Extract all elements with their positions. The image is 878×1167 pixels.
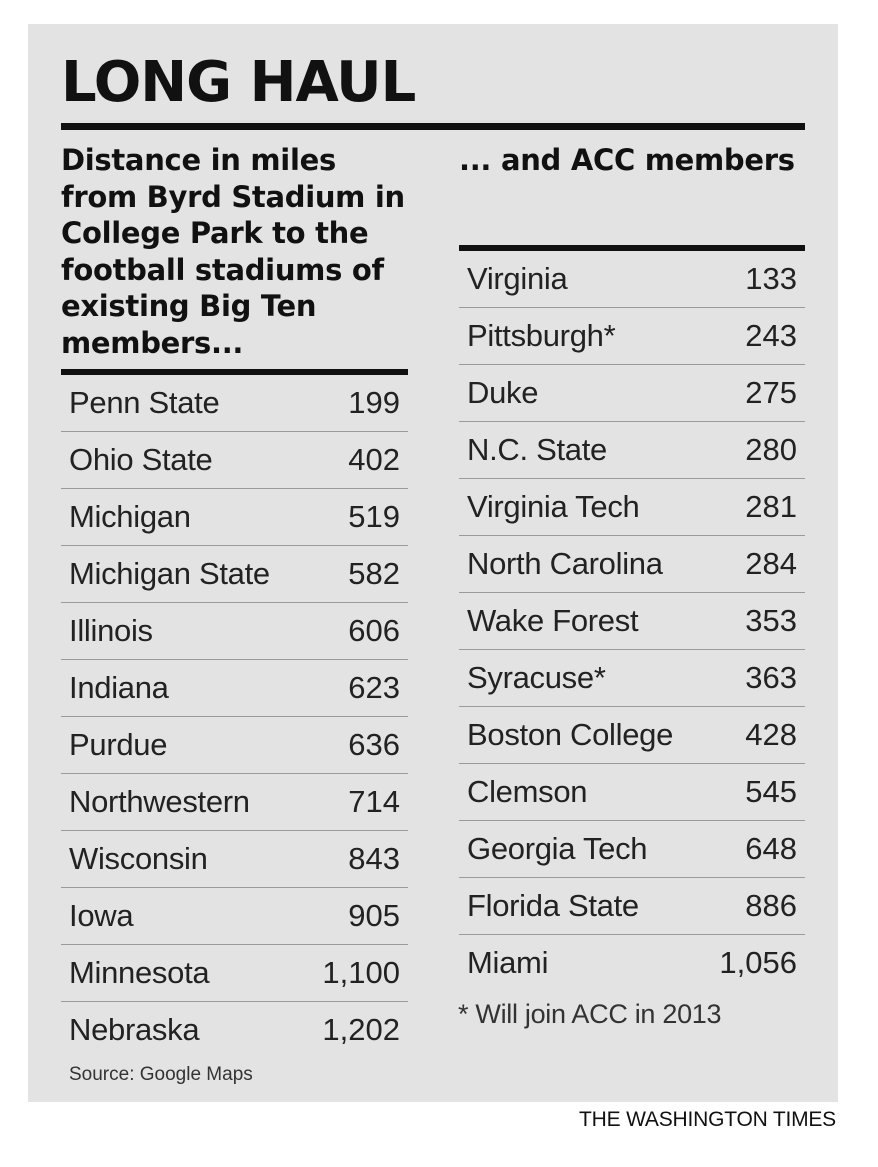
table-row: Michigan State 582	[61, 546, 408, 603]
school-name: Iowa	[69, 898, 134, 933]
table-row: Pittsburgh* 243	[459, 308, 805, 365]
school-name: Virginia Tech	[467, 489, 640, 524]
distance-value: 402	[348, 442, 400, 477]
distance-value: 886	[745, 888, 797, 923]
school-name: Virginia	[467, 261, 568, 296]
school-name: Boston College	[467, 717, 674, 752]
distance-value: 1,202	[322, 1012, 400, 1047]
table-row: N.C. State 280	[459, 422, 805, 479]
distance-value: 545	[745, 774, 797, 809]
table-row: Purdue 636	[61, 717, 408, 774]
table-row: Boston College 428	[459, 707, 805, 764]
publisher-credit: THE WASHINGTON TIMES	[579, 1108, 836, 1131]
table-row: Iowa 905	[61, 888, 408, 945]
school-name: N.C. State	[467, 432, 607, 467]
table-row: Clemson 545	[459, 764, 805, 821]
distance-value: 648	[745, 831, 797, 866]
table-row: Syracuse* 363	[459, 650, 805, 707]
distance-value: 1,100	[322, 955, 400, 990]
graphic-title: LONG HAUL	[61, 50, 416, 115]
table-row: Florida State 886	[459, 878, 805, 935]
table-row: North Carolina 284	[459, 536, 805, 593]
school-name: Georgia Tech	[467, 831, 648, 866]
school-name: Minnesota	[69, 955, 210, 990]
distance-value: 281	[745, 489, 797, 524]
school-name: Miami	[467, 945, 549, 980]
acc-table-rule	[459, 245, 805, 251]
school-name: Florida State	[467, 888, 639, 923]
school-name: North Carolina	[467, 546, 663, 581]
source-note: Source: Google Maps	[69, 1064, 253, 1085]
school-name: Northwestern	[69, 784, 250, 819]
distance-value: 843	[348, 841, 400, 876]
table-row: Miami 1,056	[459, 935, 805, 991]
school-name: Nebraska	[69, 1012, 200, 1047]
school-name: Wake Forest	[467, 603, 639, 638]
school-name: Penn State	[69, 385, 220, 420]
acc-footnote: * Will join ACC in 2013	[458, 999, 722, 1029]
table-row: Nebraska 1,202	[61, 1002, 408, 1058]
acc-column: ... and ACC members Virginia 133 Pittsburg…	[459, 142, 805, 991]
distance-value: 519	[348, 499, 400, 534]
school-name: Ohio State	[69, 442, 213, 477]
acc-subhead: ... and ACC members	[459, 143, 795, 177]
school-name: Illinois	[69, 613, 153, 648]
distance-value: 243	[745, 318, 797, 353]
school-name: Clemson	[467, 774, 588, 809]
big-ten-column: Distance in miles from Byrd Stadium in C…	[61, 142, 408, 1058]
acc-table: Virginia 133 Pittsburgh* 243 Duke 275 N.C. Sta…	[459, 251, 805, 991]
table-row: Georgia Tech 648	[459, 821, 805, 878]
school-name: Michigan State	[69, 556, 270, 591]
distance-value: 280	[745, 432, 797, 467]
school-name: Duke	[467, 375, 539, 410]
table-row: Ohio State 402	[61, 432, 408, 489]
distance-value: 606	[348, 613, 400, 648]
school-name: Wisconsin	[69, 841, 208, 876]
distance-value: 623	[348, 670, 400, 705]
distance-value: 133	[745, 261, 797, 296]
table-row: Illinois 606	[61, 603, 408, 660]
table-row: Duke 275	[459, 365, 805, 422]
distance-value: 905	[348, 898, 400, 933]
distance-value: 714	[348, 784, 400, 819]
school-name: Indiana	[69, 670, 169, 705]
distance-value: 636	[348, 727, 400, 762]
school-name: Purdue	[69, 727, 168, 762]
school-name: Syracuse*	[467, 660, 606, 695]
table-row: Minnesota 1,100	[61, 945, 408, 1002]
graphic-panel: LONG HAUL Distance in miles from Byrd St…	[28, 24, 838, 1102]
big-ten-table-rule	[61, 369, 408, 375]
big-ten-subhead: Distance in miles from Byrd Stadium in C…	[61, 143, 405, 360]
distance-value: 353	[745, 603, 797, 638]
table-row: Virginia 133	[459, 251, 805, 308]
distance-value: 363	[745, 660, 797, 695]
table-row: Michigan 519	[61, 489, 408, 546]
table-row: Northwestern 714	[61, 774, 408, 831]
table-row: Virginia Tech 281	[459, 479, 805, 536]
title-rule	[61, 123, 805, 130]
distance-value: 428	[745, 717, 797, 752]
distance-value: 275	[745, 375, 797, 410]
table-row: Indiana 623	[61, 660, 408, 717]
school-name: Pittsburgh*	[467, 318, 616, 353]
distance-value: 199	[348, 385, 400, 420]
table-row: Wisconsin 843	[61, 831, 408, 888]
school-name: Michigan	[69, 499, 191, 534]
distance-value: 582	[348, 556, 400, 591]
table-row: Penn State 199	[61, 375, 408, 432]
distance-value: 1,056	[719, 945, 797, 980]
big-ten-table: Penn State 199 Ohio State 402 Michigan 519 Mic…	[61, 375, 408, 1058]
table-row: Wake Forest 353	[459, 593, 805, 650]
distance-value: 284	[745, 546, 797, 581]
